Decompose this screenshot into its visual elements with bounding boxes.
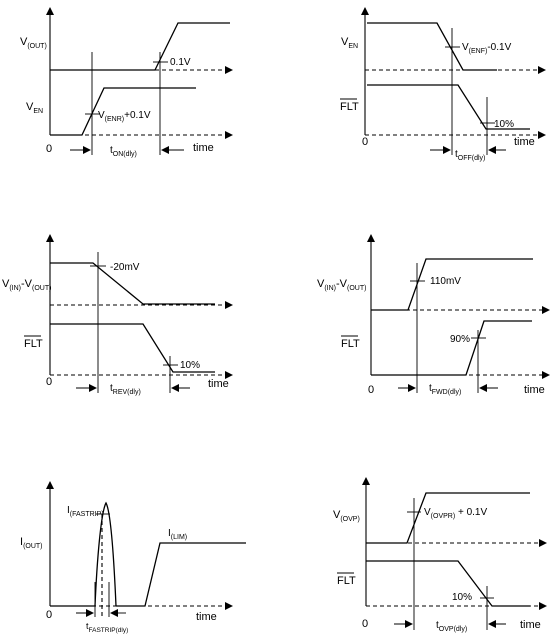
threshold-high-label: 110mV <box>430 276 461 287</box>
delay-label: tOFF(dly) <box>455 149 485 162</box>
panel-forward: V(IN)-V(OUT) FLT 110mV 90% 0 tFWD(dly) t… <box>317 234 550 396</box>
ilim-waveform <box>116 542 246 607</box>
time-label: time <box>208 378 229 390</box>
threshold-high-label: V(OVPR) + 0.1V <box>424 507 487 520</box>
threshold-low-label: V(ENR)+0.1V <box>98 110 151 123</box>
origin-label: 0 <box>362 136 368 148</box>
vout-waveform <box>50 22 230 71</box>
time-label: time <box>514 136 535 148</box>
fasttrip-spike-waveform <box>50 501 117 607</box>
flt-label: FLT <box>341 338 360 350</box>
origin-label: 0 <box>362 618 368 630</box>
ven-waveform <box>50 87 196 136</box>
time-label: time <box>196 611 217 623</box>
panel-fast-trip: I(OUT) I(FASTRIP) I(LIM) 0 tFASTRIP(dly)… <box>20 481 246 634</box>
panel-ovp: V(OVP) V(OVPR) + 0.1V FLT 10% 0 tOVP(dly… <box>333 477 547 633</box>
time-label: time <box>524 384 545 396</box>
time-label: time <box>520 619 541 631</box>
threshold-low-label: 10% <box>180 360 200 371</box>
origin-label: 0 <box>368 384 374 396</box>
time-label: time <box>193 142 214 154</box>
panel-turn-off: VEN FLT V(ENF)-0.1V 10% 0 tOFF(dly) time <box>340 7 546 162</box>
vinout-label: V(IN)-V(OUT) <box>317 278 366 292</box>
delay-label: tREV(dly) <box>110 383 141 396</box>
threshold-high-label: 0.1V <box>170 57 191 68</box>
delay-label: tON(dly) <box>110 145 137 158</box>
flt-waveform <box>371 320 532 376</box>
flt-waveform <box>366 560 530 607</box>
delay-label: tOVP(dly) <box>436 620 467 633</box>
vinout-label: V(IN)-V(OUT) <box>2 278 51 292</box>
ifasttrip-label: I(FASTRIP) <box>67 505 104 518</box>
origin-label: 0 <box>46 143 52 155</box>
vout-label: V(OUT) <box>20 36 47 50</box>
threshold-high-label: V(ENF)-0.1V <box>462 42 512 55</box>
ven-label: VEN <box>341 36 358 50</box>
threshold-high-label: -20mV <box>110 262 140 273</box>
threshold-low-label: 90% <box>450 334 470 345</box>
panel-turn-on: V(OUT) VEN V(ENR)+0.1V 0.1V 0 tON(dly) t… <box>20 7 233 158</box>
vovp-waveform <box>366 492 530 544</box>
flt-label: FLT <box>24 338 43 350</box>
threshold-low-label: 10% <box>494 119 514 130</box>
flt-label: FLT <box>340 101 359 113</box>
ven-label: VEN <box>26 101 43 115</box>
iout-label: I(OUT) <box>20 536 43 550</box>
vovp-label: V(OVP) <box>333 509 360 523</box>
flt-label: FLT <box>337 575 356 587</box>
ilim-label: I(LIM) <box>168 528 187 541</box>
origin-label: 0 <box>46 609 52 621</box>
delay-label: tFASTRIP(dly) <box>86 621 128 634</box>
ven-waveform <box>367 22 497 71</box>
delay-label: tFWD(dly) <box>429 383 461 396</box>
panel-reverse: V(IN)-V(OUT) FLT -20mV 10% 0 tREV(dly) t… <box>2 234 233 396</box>
vinout-waveform <box>50 262 215 305</box>
threshold-low-label: 10% <box>452 592 472 603</box>
flt-waveform <box>50 323 215 373</box>
origin-label: 0 <box>46 376 52 388</box>
flt-waveform <box>367 84 530 130</box>
